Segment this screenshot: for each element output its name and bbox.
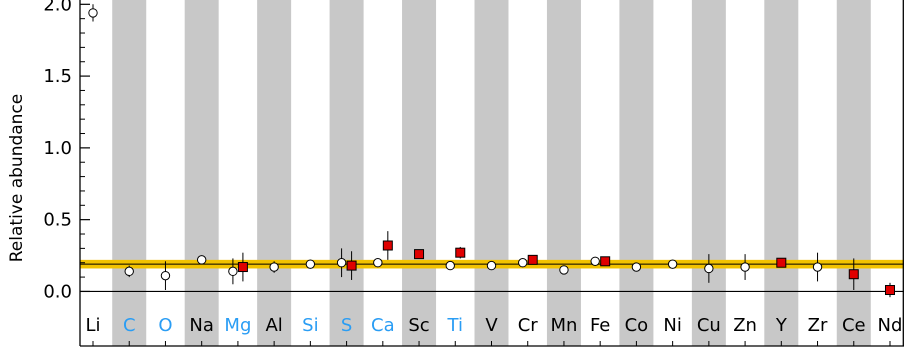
stripe-co [619, 0, 654, 346]
x-label-y: Y [775, 315, 788, 336]
stripe-cu [691, 0, 726, 346]
y-tick-label: 1.5 [43, 66, 72, 87]
y-axis-ticks: 0.0 0.5 1.0 1.5 2.0 [43, 0, 90, 302]
axes [79, 0, 904, 347]
red-square-s [346, 260, 357, 271]
x-label-o: O [158, 315, 172, 336]
white-circle-mg [228, 266, 238, 277]
x-label-nd: Nd [878, 315, 903, 336]
data-points [88, 8, 895, 296]
stripe-ce [836, 0, 871, 346]
x-label-ni: Ni [663, 315, 681, 336]
white-circle-zr [812, 262, 823, 272]
stripe-v [474, 0, 509, 346]
red-square-fe [600, 256, 611, 267]
x-label-ti: Ti [447, 315, 463, 336]
category-stripes [112, 0, 871, 346]
white-circle-ni [667, 259, 678, 269]
white-circle-cr [518, 258, 528, 268]
white-circle-co [631, 262, 642, 272]
x-label-v: V [485, 315, 498, 336]
white-circle-o [160, 270, 171, 281]
white-circle-na [196, 255, 207, 265]
white-circle-li [88, 8, 98, 18]
red-square-cr [527, 254, 538, 265]
x-label-cu: Cu [697, 315, 721, 336]
y-axis-title: Relative abundance [7, 94, 27, 263]
x-label-si: Si [302, 315, 318, 336]
red-square-ca [382, 240, 393, 251]
stripe-mn [546, 0, 581, 346]
x-label-zr: Zr [808, 315, 828, 336]
white-circle-zn [740, 262, 750, 272]
red-square-y [776, 257, 787, 268]
stripe-s [329, 0, 364, 346]
white-circle-ti [445, 260, 455, 271]
x-label-s: S [341, 315, 352, 336]
stripe-na [184, 0, 219, 346]
white-circle-c [124, 266, 134, 277]
white-circle-al [269, 262, 279, 272]
x-axis-labels: Li C O Na Mg Al Si S Ca Sc Ti V Cr Mn Fe Co Ni Cu Zn Y Zr Ce N… [85, 315, 902, 336]
white-circle-mn [559, 265, 569, 275]
stripe-al [257, 0, 292, 346]
x-label-fe: Fe [590, 315, 610, 336]
x-label-co: Co [625, 315, 649, 336]
y-tick-label: 0.5 [43, 210, 72, 231]
red-square-mg [237, 262, 248, 273]
x-label-c: C [123, 315, 136, 336]
red-square-nd [884, 285, 895, 296]
white-circle-ca [373, 258, 383, 268]
x-label-li: Li [85, 315, 100, 336]
white-circle-cu [704, 263, 714, 274]
red-square-ti [455, 247, 466, 258]
red-square-sc [414, 249, 425, 260]
red-square-ce [848, 269, 859, 280]
x-label-al: Al [265, 315, 282, 336]
white-circle-v [486, 260, 497, 271]
y-tick-label: 2.0 [43, 0, 72, 15]
stripe-y [764, 0, 799, 346]
y-tick-label: 0.0 [43, 281, 72, 302]
x-label-mg: Mg [224, 315, 251, 336]
x-label-ca: Ca [371, 315, 395, 336]
x-label-sc: Sc [408, 315, 429, 336]
x-label-mn: Mn [550, 315, 577, 336]
white-circle-s [336, 258, 347, 268]
white-circle-fe [590, 256, 600, 266]
x-label-zn: Zn [733, 315, 757, 336]
x-label-ce: Ce [842, 315, 866, 336]
white-circle-si [305, 259, 316, 269]
stripe-sc [402, 0, 437, 346]
y-tick-label: 1.0 [43, 138, 72, 159]
x-label-cr: Cr [518, 315, 539, 336]
stripe-c [112, 0, 147, 346]
x-label-na: Na [189, 315, 214, 336]
